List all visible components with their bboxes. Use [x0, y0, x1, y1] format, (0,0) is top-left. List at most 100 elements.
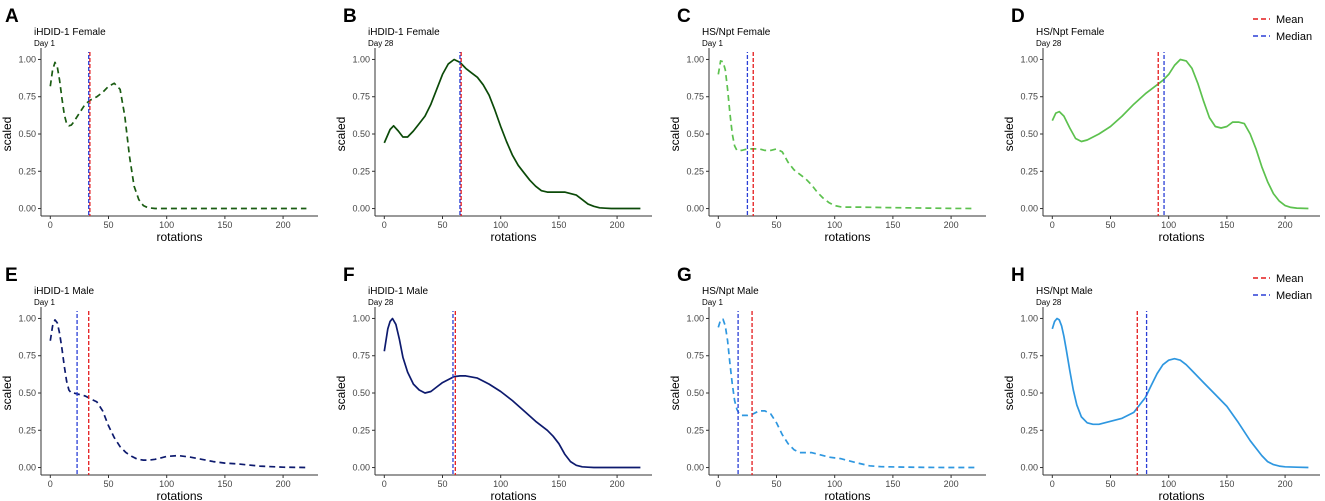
x-tick-label: 200	[944, 220, 959, 230]
x-tick-label: 150	[885, 220, 900, 230]
y-tick-label: 0.25	[1020, 166, 1038, 176]
x-axis-label: rotations	[1158, 230, 1204, 244]
y-tick-label: 0.25	[352, 425, 370, 435]
x-tick-label: 50	[103, 220, 113, 230]
x-tick-label: 50	[771, 479, 781, 489]
panel-title: iHDID-1 Female	[34, 27, 106, 38]
panel-title: iHDID-1 Female	[368, 27, 440, 38]
x-tick-label: 100	[827, 479, 842, 489]
x-axis-label: rotations	[490, 489, 536, 501]
x-tick-label: 50	[1105, 220, 1115, 230]
x-tick-label: 100	[159, 220, 174, 230]
y-tick-label: 0.75	[686, 92, 704, 102]
y-tick-label: 0.00	[1020, 463, 1038, 473]
y-tick-label: 0.00	[352, 463, 370, 473]
legend: Mean Median	[1253, 273, 1312, 302]
y-tick-label: 1.00	[18, 54, 36, 64]
panel-title: HS/Npt Male	[1036, 286, 1093, 297]
y-tick-label: 1.00	[352, 54, 370, 64]
y-tick-label: 0.25	[686, 425, 704, 435]
y-tick-label: 0.75	[686, 351, 704, 361]
y-axis-label: scaled	[334, 117, 348, 152]
x-axis-label: rotations	[824, 230, 870, 244]
panel-title: HS/Npt Male	[702, 286, 759, 297]
panel-letter: A	[5, 6, 19, 27]
y-tick-label: 0.25	[18, 166, 36, 176]
y-tick-label: 0.50	[18, 388, 36, 398]
y-tick-label: 1.00	[1020, 54, 1038, 64]
x-axis-label: rotations	[1158, 489, 1204, 501]
x-tick-label: 200	[610, 220, 625, 230]
y-tick-label: 0.75	[18, 351, 36, 361]
y-tick-label: 0.00	[352, 204, 370, 214]
panel-subtitle: Day 28	[1036, 298, 1062, 307]
y-tick-label: 1.00	[686, 313, 704, 323]
panel-letter: E	[5, 265, 18, 286]
panel-subtitle: Day 1	[702, 298, 723, 307]
x-tick-label: 150	[1219, 479, 1234, 489]
x-tick-label: 200	[944, 479, 959, 489]
density-curve	[49, 319, 307, 469]
y-tick-label: 0.50	[18, 129, 36, 139]
panel-subtitle: Day 28	[368, 298, 394, 307]
y-axis-label: scaled	[1002, 376, 1016, 411]
y-tick-label: 0.50	[1020, 129, 1038, 139]
y-tick-label: 1.00	[686, 54, 704, 64]
x-tick-label: 50	[437, 220, 447, 230]
panel-subtitle: Day 28	[368, 39, 394, 48]
x-tick-label: 100	[493, 220, 508, 230]
y-tick-label: 0.75	[1020, 92, 1038, 102]
y-tick-label: 1.00	[352, 313, 370, 323]
x-tick-label: 150	[885, 479, 900, 489]
panel-letter: G	[677, 265, 692, 286]
y-tick-label: 0.25	[686, 166, 704, 176]
panel-title: HS/Npt Female	[702, 27, 771, 38]
x-tick-label: 200	[1278, 479, 1293, 489]
x-tick-label: 100	[1161, 220, 1176, 230]
x-tick-label: 100	[1161, 479, 1176, 489]
y-tick-label: 0.50	[352, 388, 370, 398]
y-tick-label: 0.25	[18, 425, 36, 435]
x-tick-label: 150	[217, 479, 232, 489]
density-curve	[717, 318, 975, 469]
y-tick-label: 0.50	[1020, 388, 1038, 398]
x-tick-label: 0	[48, 479, 53, 489]
x-tick-label: 150	[217, 220, 232, 230]
y-axis-label: scaled	[668, 117, 682, 152]
y-tick-label: 0.50	[686, 129, 704, 139]
x-tick-label: 50	[437, 479, 447, 489]
x-tick-label: 100	[159, 479, 174, 489]
x-tick-label: 0	[382, 479, 387, 489]
x-tick-label: 200	[276, 479, 291, 489]
x-tick-label: 150	[551, 479, 566, 489]
panel-subtitle: Day 28	[1036, 39, 1062, 48]
panel-title: HS/Npt Female	[1036, 27, 1105, 38]
y-tick-label: 0.00	[686, 463, 704, 473]
x-tick-label: 0	[1050, 479, 1055, 489]
panel-subtitle: Day 1	[34, 298, 55, 307]
y-axis-label: scaled	[1002, 117, 1016, 152]
legend: Mean Median	[1253, 14, 1312, 43]
y-axis-label: scaled	[0, 117, 14, 152]
y-axis-label: scaled	[0, 376, 14, 411]
density-curve	[383, 317, 641, 469]
x-tick-label: 0	[716, 479, 721, 489]
y-axis-label: scaled	[668, 376, 682, 411]
legend-label-median: Median	[1276, 290, 1312, 302]
y-tick-label: 0.75	[352, 351, 370, 361]
x-axis-label: rotations	[490, 230, 536, 244]
legend-label-mean: Mean	[1276, 14, 1304, 26]
panel-title: iHDID-1 Male	[34, 286, 94, 297]
y-tick-label: 0.50	[352, 129, 370, 139]
x-tick-label: 200	[276, 220, 291, 230]
x-tick-label: 50	[103, 479, 113, 489]
x-tick-label: 50	[771, 220, 781, 230]
x-axis-label: rotations	[156, 489, 202, 501]
legend-label-mean: Mean	[1276, 273, 1304, 285]
panel-title: iHDID-1 Male	[368, 286, 428, 297]
